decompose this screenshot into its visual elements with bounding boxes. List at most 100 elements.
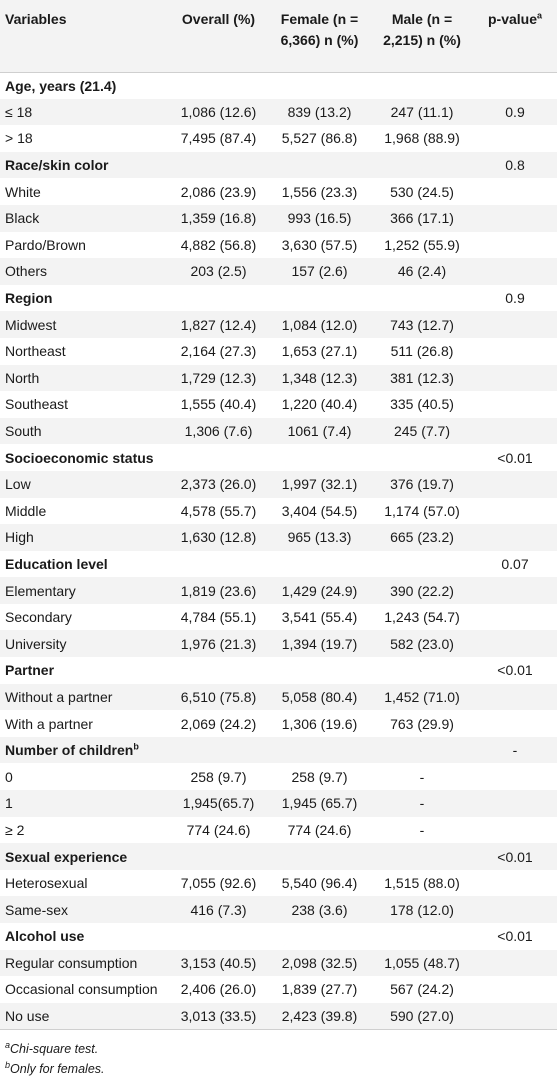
header-pvalue-sup: a <box>537 10 543 21</box>
overall-cell: 1,555 (40.4) <box>169 391 268 418</box>
variable-cell-text: Without a partner <box>5 688 113 705</box>
male-cell-text: 1,515 (88.0) <box>384 875 460 892</box>
overall-cell <box>169 444 268 471</box>
overall-cell-text: 2,373 (26.0) <box>180 476 257 493</box>
pvalue-cell-text: - <box>512 742 518 759</box>
variable-cell: Race/skin color <box>0 152 169 179</box>
male-cell-text: 665 (23.2) <box>390 529 454 546</box>
variable-cell: Alcohol use <box>0 923 169 950</box>
female-cell-text: 965 (13.3) <box>287 529 352 546</box>
pvalue-cell <box>473 630 557 657</box>
overall-cell: 2,086 (23.9) <box>169 178 268 205</box>
table-row: Low 2,373 (26.0) 1,997 (32.1) 376 (19.7) <box>0 470 557 498</box>
section-row: Partner <0.01 <box>0 657 557 684</box>
table-row: Secondary 4,784 (55.1) 3,541 (55.4) 1,243 (… <box>0 604 557 631</box>
section-row: Education level 0.07 <box>0 551 557 578</box>
pvalue-cell: 0.07 <box>473 551 557 578</box>
overall-cell-text: 1,827 (12.4) <box>180 316 257 333</box>
pvalue-cell-text: 0.07 <box>501 555 529 572</box>
overall-cell-text: 7,495 (87.4) <box>180 130 257 147</box>
overall-cell: 4,784 (55.1) <box>169 604 268 631</box>
male-cell-text: 763 (29.9) <box>390 715 454 732</box>
female-cell: 5,058 (80.4) <box>268 684 371 711</box>
male-cell: 1,452 (71.0) <box>371 684 473 711</box>
pvalue-cell <box>473 1003 557 1030</box>
overall-cell: 1,819 (23.6) <box>169 577 268 604</box>
female-cell: 774 (24.6) <box>268 817 371 844</box>
pvalue-cell-text: <0.01 <box>497 848 533 865</box>
variable-cell: 0 <box>0 763 169 790</box>
overall-cell-text: 4,578 (55.7) <box>180 502 257 519</box>
overall-cell-text: 2,086 (23.9) <box>180 183 257 200</box>
header-male-line1: Male (n = <box>391 11 453 27</box>
pvalue-cell <box>473 338 557 365</box>
overall-cell: 3,153 (40.5) <box>169 950 268 977</box>
male-cell-text: - <box>419 821 425 838</box>
female-cell-text: 1,429 (24.9) <box>281 582 358 599</box>
overall-cell-text: 1,729 (12.3) <box>180 369 257 386</box>
table-row: Without a partner 6,510 (75.8) 5,058 (80.4… <box>0 683 557 711</box>
male-cell-text: 335 (40.5) <box>390 396 454 413</box>
table-row: Regular consumption 3,153 (40.5) 2,098 (32… <box>0 949 557 977</box>
male-cell: 247 (11.1) <box>371 99 473 126</box>
overall-cell <box>169 152 268 179</box>
pvalue-cell <box>473 817 557 844</box>
female-cell: 1,556 (23.3) <box>268 178 371 205</box>
table-row: No use 3,013 (33.5) 2,423 (39.8) 590 (27.0) <box>0 1002 557 1030</box>
overall-cell: 1,827 (12.4) <box>169 311 268 338</box>
female-cell-text: 2,423 (39.8) <box>281 1008 358 1025</box>
overall-cell <box>169 737 268 764</box>
female-cell <box>268 551 371 578</box>
male-cell: 743 (12.7) <box>371 311 473 338</box>
overall-cell-text: 6,510 (75.8) <box>180 688 257 705</box>
female-cell-text: 1,556 (23.3) <box>281 183 358 200</box>
pvalue-cell <box>473 205 557 232</box>
female-cell: 3,630 (57.5) <box>268 232 371 259</box>
female-cell: 839 (13.2) <box>268 99 371 126</box>
overall-cell: 774 (24.6) <box>169 817 268 844</box>
table-row: 0 258 (9.7) 258 (9.7) - <box>0 763 557 790</box>
header-female: Female (n = 6,366) n (%) <box>268 0 371 72</box>
variable-cell: Region <box>0 285 169 312</box>
header-variables: Variables <box>5 11 67 27</box>
variable-cell: Sexual experience <box>0 843 169 870</box>
male-cell-text: 245 (7.7) <box>393 423 451 440</box>
overall-cell <box>169 72 268 99</box>
overall-cell-text: 1,555 (40.4) <box>180 396 257 413</box>
female-cell <box>268 444 371 471</box>
female-cell: 157 (2.6) <box>268 258 371 285</box>
variable-cell-text: North <box>5 369 40 386</box>
pvalue-cell <box>473 365 557 392</box>
female-cell-text: 774 (24.6) <box>287 821 352 838</box>
variable-cell: Southeast <box>0 391 169 418</box>
variable-cell: High <box>0 524 169 551</box>
overall-cell-text: 4,882 (56.8) <box>180 236 257 253</box>
male-cell: 665 (23.2) <box>371 524 473 551</box>
female-cell-text: 1061 (7.4) <box>287 423 352 440</box>
footnote-b: bOnly for females. <box>5 1059 552 1079</box>
male-cell: 1,252 (55.9) <box>371 232 473 259</box>
variable-cell: Without a partner <box>0 684 169 711</box>
table-row: 1 1,945(65.7) 1,945 (65.7) - <box>0 790 557 817</box>
table-row: Pardo/Brown 4,882 (56.8) 3,630 (57.5) 1,252… <box>0 232 557 259</box>
variable-cell-text: Number of children <box>5 742 134 759</box>
overall-cell-text: 3,013 (33.5) <box>180 1008 257 1025</box>
variable-cell: ≥ 2 <box>0 817 169 844</box>
pvalue-cell-text: 0.9 <box>505 103 525 120</box>
male-cell: 530 (24.5) <box>371 178 473 205</box>
male-cell: - <box>371 790 473 817</box>
table-row: Occasional consumption 2,406 (26.0) 1,839 … <box>0 976 557 1003</box>
pvalue-cell <box>473 311 557 338</box>
female-cell-text: 993 (16.5) <box>287 210 352 227</box>
overall-cell: 1,359 (16.8) <box>169 205 268 232</box>
female-cell: 1,945 (65.7) <box>268 790 371 817</box>
table-row: Elementary 1,819 (23.6) 1,429 (24.9) 390 (2… <box>0 577 557 604</box>
female-cell: 1,429 (24.9) <box>268 577 371 604</box>
overall-cell: 1,729 (12.3) <box>169 365 268 392</box>
male-cell <box>371 152 473 179</box>
female-cell-text: 839 (13.2) <box>287 103 352 120</box>
section-row: Socioeconomic status <0.01 <box>0 444 557 471</box>
overall-cell <box>169 285 268 312</box>
male-cell-text: 567 (24.2) <box>390 981 454 998</box>
male-cell: 46 (2.4) <box>371 258 473 285</box>
